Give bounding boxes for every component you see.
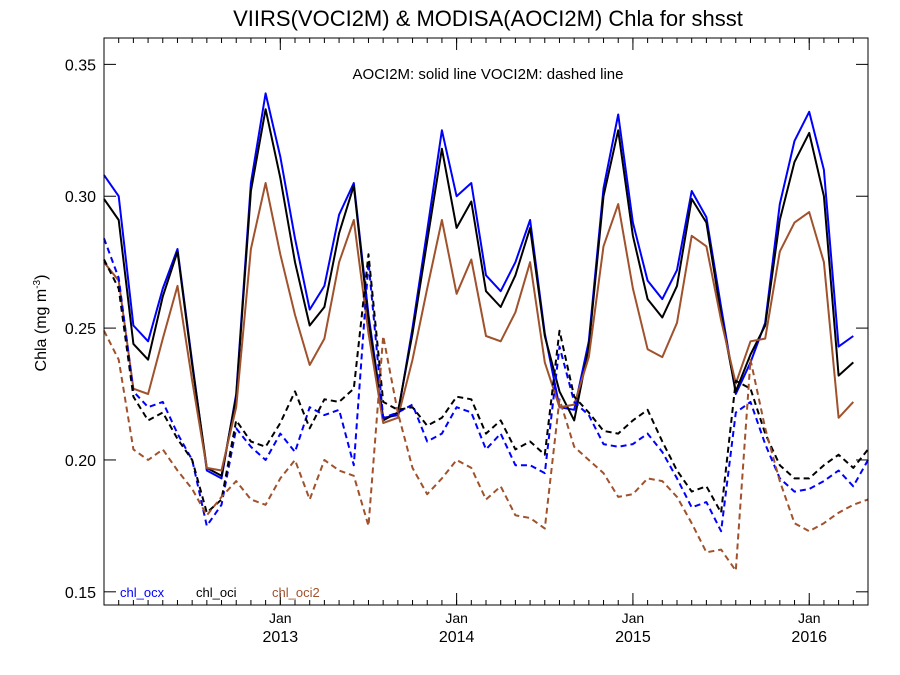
axis-layer: 0.15 0.20 0.25 0.30 0.35 Jan 2013 Jan 2014 Jan 201… — [65, 38, 868, 646]
y-tick-label: 0.20 — [65, 453, 96, 470]
x-tick-label-month: Jan — [798, 610, 821, 626]
x-tick-label-month: Jan — [269, 610, 292, 626]
series-line-chl_oci2-voci2m — [103, 330, 869, 572]
x-tick-label-year: 2014 — [439, 629, 475, 646]
series-layer — [103, 92, 869, 572]
line-style-annotation: AOCI2M: solid line VOCI2M: dashed line — [353, 66, 624, 83]
y-axis-label-close: ) — [33, 275, 50, 280]
x-tick-label-year: 2013 — [263, 629, 299, 646]
y-axis-label-main: Chla (mg m — [33, 289, 50, 372]
legend-label-chl_oci: chl_oci — [196, 585, 237, 600]
y-axis-label: Chla (mg m-3) — [32, 275, 50, 372]
y-tick-label: 0.15 — [65, 585, 96, 602]
legend: chl_ocx chl_oci chl_oci2 — [120, 585, 320, 600]
y-tick-label: 0.35 — [65, 57, 96, 74]
series-line-chl_ocx-aoci2m — [103, 92, 854, 480]
series-line-chl_oci2-aoci2m — [103, 182, 855, 472]
chart-title: VIIRS(VOCI2M) & MODISA(AOCI2M) Chla for … — [233, 6, 743, 31]
y-tick-label: 0.25 — [65, 321, 96, 338]
x-tick-label-month: Jan — [622, 610, 645, 626]
x-tick-label-year: 2015 — [615, 629, 651, 646]
legend-label-chl_oci2: chl_oci2 — [272, 585, 320, 600]
legend-label-chl_ocx: chl_ocx — [120, 585, 165, 600]
y-axis-label-exponent: -3 — [32, 279, 43, 288]
series-line-chl_oci-voci2m — [103, 253, 869, 514]
x-tick-label-month: Jan — [445, 610, 468, 626]
x-tick-label-year: 2016 — [791, 629, 827, 646]
plot-frame — [103, 37, 869, 606]
series-line-chl_ocx-voci2m — [103, 238, 869, 533]
y-tick-label: 0.30 — [65, 189, 96, 206]
